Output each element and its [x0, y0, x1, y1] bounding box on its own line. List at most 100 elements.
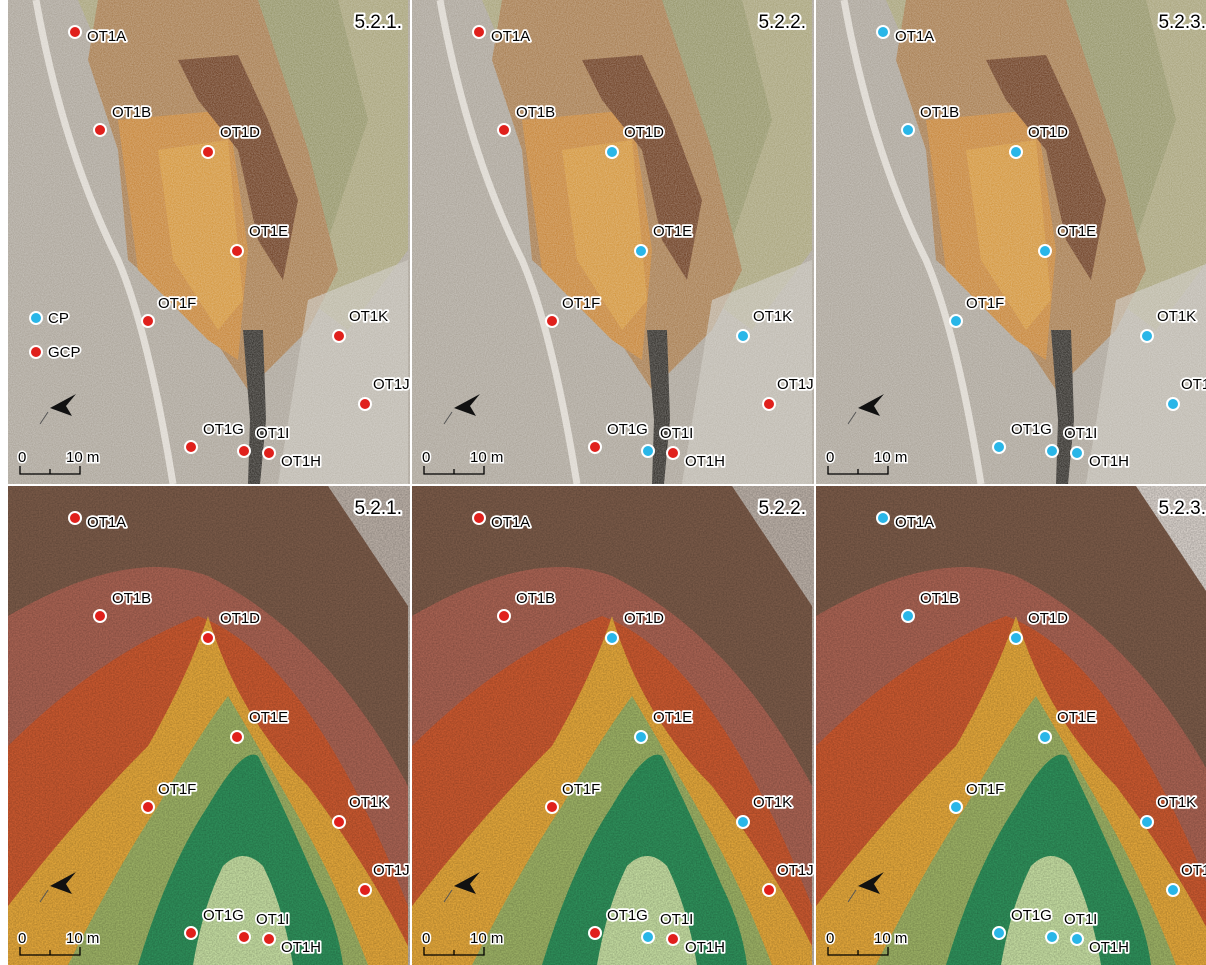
point-marker — [472, 25, 486, 39]
dem-background — [8, 486, 410, 965]
point-label: OT1J — [777, 376, 814, 393]
point-marker — [545, 800, 559, 814]
point-marker — [262, 446, 276, 460]
control-point: OT1B — [93, 588, 153, 623]
point-marker — [141, 800, 155, 814]
control-point: OT1A — [472, 511, 532, 533]
point-label: OT1D — [220, 610, 260, 627]
control-point: OT1H — [1070, 932, 1131, 958]
point-marker — [184, 440, 198, 454]
point-marker — [992, 440, 1006, 454]
scale-bar: 0 10 m — [421, 929, 505, 956]
point-label: OT1D — [624, 124, 664, 141]
point-label: OT1E — [249, 709, 288, 726]
point-marker — [1166, 883, 1180, 897]
point-marker — [762, 397, 776, 411]
point-marker — [1045, 930, 1059, 944]
point-label: OT1A — [87, 28, 126, 45]
control-point: OT1I — [237, 909, 291, 944]
control-point: OT1J — [358, 860, 410, 897]
control-point: OT1G — [992, 419, 1054, 454]
map-panel: 5.2.1. OT1A OT1B OT1D OT1E OT1F OT1K OT1J OT1G OT… — [8, 0, 410, 484]
orthophoto-background — [8, 0, 410, 484]
control-point: OT1A — [876, 511, 936, 533]
control-point: OT1J — [1166, 860, 1206, 897]
control-point: OT1D — [605, 608, 666, 645]
control-point: OT1E — [634, 707, 694, 744]
panel-title: 5.2.2. — [758, 498, 806, 519]
point-label: OT1J — [777, 862, 814, 879]
control-point: OT1B — [93, 102, 153, 137]
point-label: OT1H — [1089, 453, 1129, 470]
point-marker — [545, 314, 559, 328]
point-label: OT1D — [624, 610, 664, 627]
point-marker — [634, 730, 648, 744]
point-label: OT1B — [920, 590, 959, 607]
point-label: OT1F — [562, 781, 600, 798]
point-label: OT1H — [281, 453, 321, 470]
scale-zero-label: 0 — [422, 930, 430, 947]
point-label: OT1B — [920, 104, 959, 121]
control-point: OT1F — [141, 293, 198, 328]
point-marker — [230, 730, 244, 744]
control-point: OT1I — [1045, 423, 1099, 458]
point-marker — [641, 930, 655, 944]
control-point: OT1I — [1045, 909, 1099, 944]
point-marker — [588, 440, 602, 454]
point-label: OT1I — [660, 911, 693, 928]
legend: CP GCP — [29, 308, 82, 363]
map-panel: 5.2.3. OT1A OT1B OT1D OT1E OT1F OT1K OT1J OT1G OT… — [816, 0, 1206, 484]
dem-background — [816, 486, 1206, 965]
control-point: OT1B — [901, 588, 961, 623]
control-point: OT1F — [545, 779, 602, 814]
control-point: OT1H — [666, 932, 727, 958]
control-point: OT1A — [876, 25, 936, 47]
point-label: OT1I — [1064, 911, 1097, 928]
point-label: OT1D — [1028, 610, 1068, 627]
control-point: OT1A — [68, 25, 128, 47]
control-point: OT1E — [230, 707, 290, 744]
point-label: OT1H — [685, 939, 725, 956]
point-label: OT1E — [249, 223, 288, 240]
legend-cp-label: CP — [48, 310, 69, 327]
control-point: OT1D — [201, 122, 262, 159]
point-marker — [634, 244, 648, 258]
control-point: OT1I — [641, 909, 695, 944]
point-label: OT1B — [112, 104, 151, 121]
scale-zero-label: 0 — [826, 449, 834, 466]
scale-bar: 0 10 m — [17, 448, 101, 475]
point-marker — [93, 609, 107, 623]
point-marker — [1038, 730, 1052, 744]
point-label: OT1E — [653, 223, 692, 240]
point-label: OT1A — [491, 28, 530, 45]
control-point: OT1K — [1140, 306, 1198, 343]
point-marker — [1070, 446, 1084, 460]
point-label: OT1I — [660, 425, 693, 442]
point-marker — [605, 145, 619, 159]
point-marker — [605, 631, 619, 645]
point-label: OT1E — [1057, 709, 1096, 726]
control-point: OT1F — [949, 779, 1006, 814]
point-marker — [1009, 145, 1023, 159]
control-point: OT1J — [762, 860, 814, 897]
point-marker — [949, 314, 963, 328]
north-arrow-icon — [39, 872, 76, 903]
point-label: OT1B — [516, 590, 555, 607]
panel-title: 5.2.3. — [1158, 12, 1206, 33]
point-label: OT1J — [1181, 862, 1206, 879]
control-point: OT1G — [588, 905, 650, 940]
point-label: OT1K — [1157, 308, 1196, 325]
point-marker — [666, 446, 680, 460]
map-panel: 5.2.2. OT1A OT1B OT1D OT1E OT1F OT1K OT1J OT1G OT… — [412, 486, 814, 965]
point-label: OT1A — [491, 514, 530, 531]
north-arrow-icon — [847, 872, 884, 903]
control-point: OT1A — [472, 25, 532, 47]
point-marker — [141, 314, 155, 328]
point-label: OT1F — [562, 295, 600, 312]
control-point: OT1H — [666, 446, 727, 472]
control-point: OT1G — [184, 905, 246, 940]
legend-gcp-label: GCP — [48, 344, 81, 361]
point-marker — [358, 883, 372, 897]
point-marker — [68, 511, 82, 525]
point-marker — [332, 815, 346, 829]
